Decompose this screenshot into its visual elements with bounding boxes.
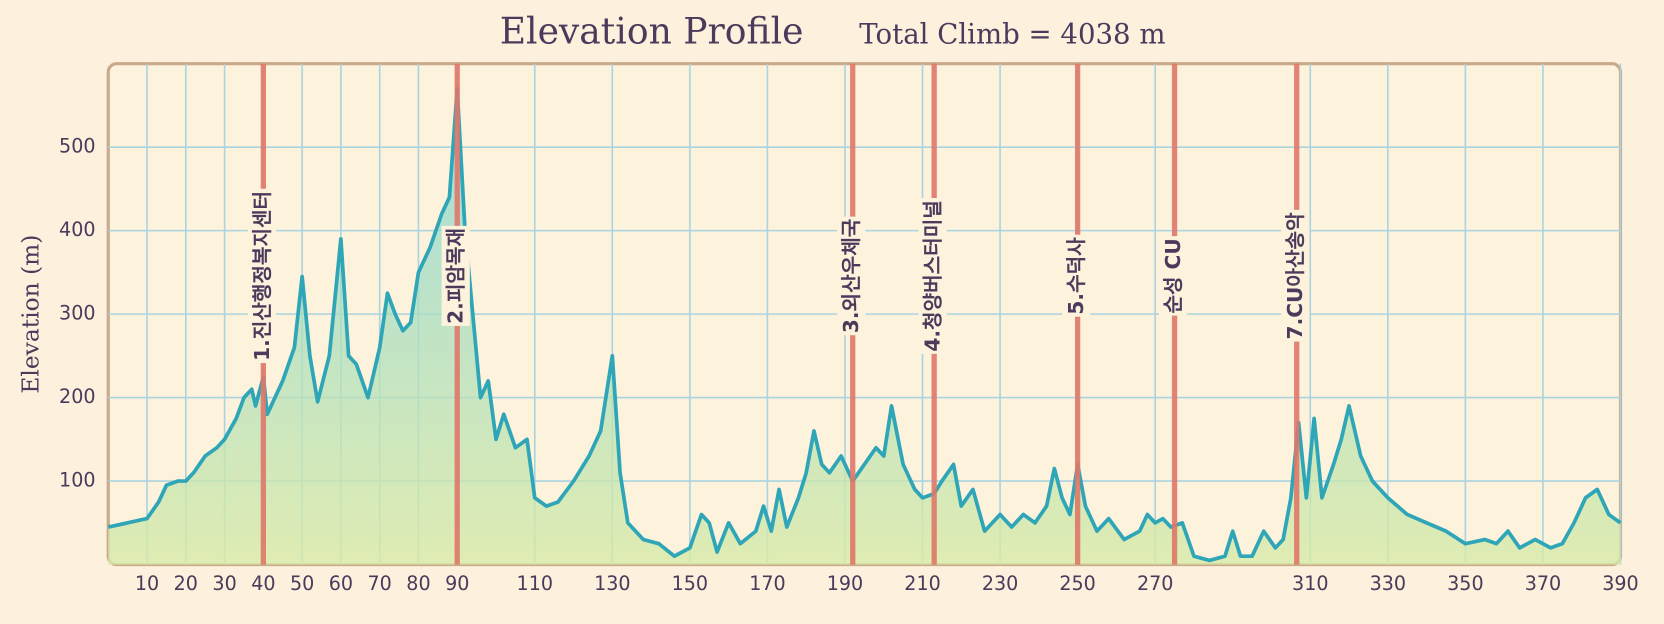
- waypoint-label: 7.CU아산송악: [1283, 212, 1307, 339]
- waypoint-label-bg: [1158, 236, 1188, 316]
- x-tick-label: 60: [329, 572, 353, 595]
- y-tick-label: 100: [59, 469, 95, 492]
- waypoint-label: 4.청양버스터미널: [921, 200, 945, 352]
- waypoint-label-bg: [247, 188, 276, 364]
- x-tick-label: 50: [290, 572, 314, 595]
- x-tick-label: 210: [904, 572, 940, 595]
- waypoint-label: 3.외산우체국: [839, 219, 863, 333]
- x-tick-label: 110: [517, 572, 553, 595]
- y-tick-label: 200: [59, 385, 95, 408]
- waypoint-label: 1.진산행정복지센터: [250, 191, 274, 361]
- waypoint-label-bg: [441, 225, 470, 326]
- x-tick-label: 80: [406, 572, 430, 595]
- x-tick-label: 350: [1447, 572, 1483, 595]
- y-tick-label: 300: [59, 302, 95, 325]
- x-tick-label: 190: [827, 572, 863, 595]
- y-tick-label: 400: [59, 218, 95, 241]
- y-axis-label: Elevation (m): [16, 235, 44, 394]
- x-tick-label: 150: [672, 572, 708, 595]
- waypoint-label-bg: [918, 198, 947, 354]
- elevation-line: [107, 86, 1622, 563]
- x-tick-label: 30: [212, 572, 236, 595]
- x-tick-label: 270: [1137, 572, 1173, 595]
- y-tick-label: 500: [59, 135, 95, 158]
- x-tick-label: 310: [1292, 572, 1328, 595]
- x-tick-label: 10: [135, 572, 159, 595]
- waypoint-label: 5.수덕사: [1064, 237, 1088, 315]
- waypoint-label: 순성 CU: [1161, 238, 1185, 313]
- x-tick-label: 130: [594, 572, 630, 595]
- x-tick-label: 70: [368, 572, 392, 595]
- waypoint-label-bg: [1281, 209, 1310, 342]
- x-tick-label: 40: [251, 572, 275, 595]
- waypoint-label-bg: [837, 216, 866, 336]
- x-tick-label: 170: [749, 572, 785, 595]
- waypoint-label: 2.피암목재: [444, 228, 468, 324]
- x-tick-label: 20: [174, 572, 198, 595]
- chart-subtitle: Total Climb = 4038 m: [859, 18, 1165, 51]
- x-tick-label: 330: [1370, 572, 1406, 595]
- x-tick-label: 390: [1602, 572, 1638, 595]
- waypoint-label-bg: [1062, 234, 1091, 317]
- elevation-area: [108, 88, 1621, 565]
- x-tick-label: 250: [1059, 572, 1095, 595]
- x-tick-label: 90: [445, 572, 469, 595]
- chart-title: Elevation Profile: [500, 10, 804, 52]
- x-tick-label: 230: [982, 572, 1018, 595]
- x-tick-label: 370: [1525, 572, 1561, 595]
